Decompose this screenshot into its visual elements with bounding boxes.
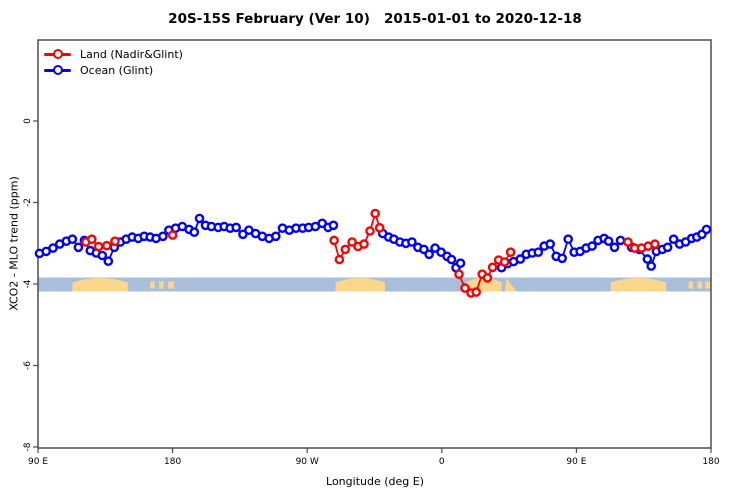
svg-text:-2: -2 <box>23 198 33 207</box>
svg-text:90 W: 90 W <box>296 457 319 467</box>
series-ocean <box>34 213 712 273</box>
svg-text:-4: -4 <box>23 279 33 288</box>
svg-text:180: 180 <box>702 457 719 467</box>
series-land <box>81 208 660 298</box>
svg-text:0: 0 <box>439 457 445 467</box>
ocean-series-marker-icon <box>44 64 71 76</box>
y-axis-title: XCO2 - MLO trend (ppm) <box>7 176 21 311</box>
legend-label-ocean: Ocean (Glint) <box>80 63 154 77</box>
land-series-marker-icon <box>44 48 71 60</box>
svg-text:-6: -6 <box>23 361 33 370</box>
svg-text:90 E: 90 E <box>28 457 48 467</box>
svg-text:-8: -8 <box>23 442 33 451</box>
legend-item-land: Land (Nadir&Glint) <box>44 46 183 62</box>
land-ocean-band <box>38 277 711 292</box>
svg-text:0: 0 <box>23 118 33 124</box>
legend: Land (Nadir&Glint) Ocean (Glint) <box>44 46 183 78</box>
axes: 90 E 180 90 W 0 90 E 180 0 -2 -4 -6 -8 <box>23 39 720 467</box>
legend-label-land: Land (Nadir&Glint) <box>80 47 183 61</box>
legend-item-ocean: Ocean (Glint) <box>44 62 183 78</box>
x-axis-title: Longitude (deg E) <box>326 475 424 488</box>
svg-text:90 E: 90 E <box>566 457 586 467</box>
svg-text:180: 180 <box>164 457 181 467</box>
chart-title: 20S-15S February (Ver 10) 2015-01-01 to … <box>168 11 582 27</box>
